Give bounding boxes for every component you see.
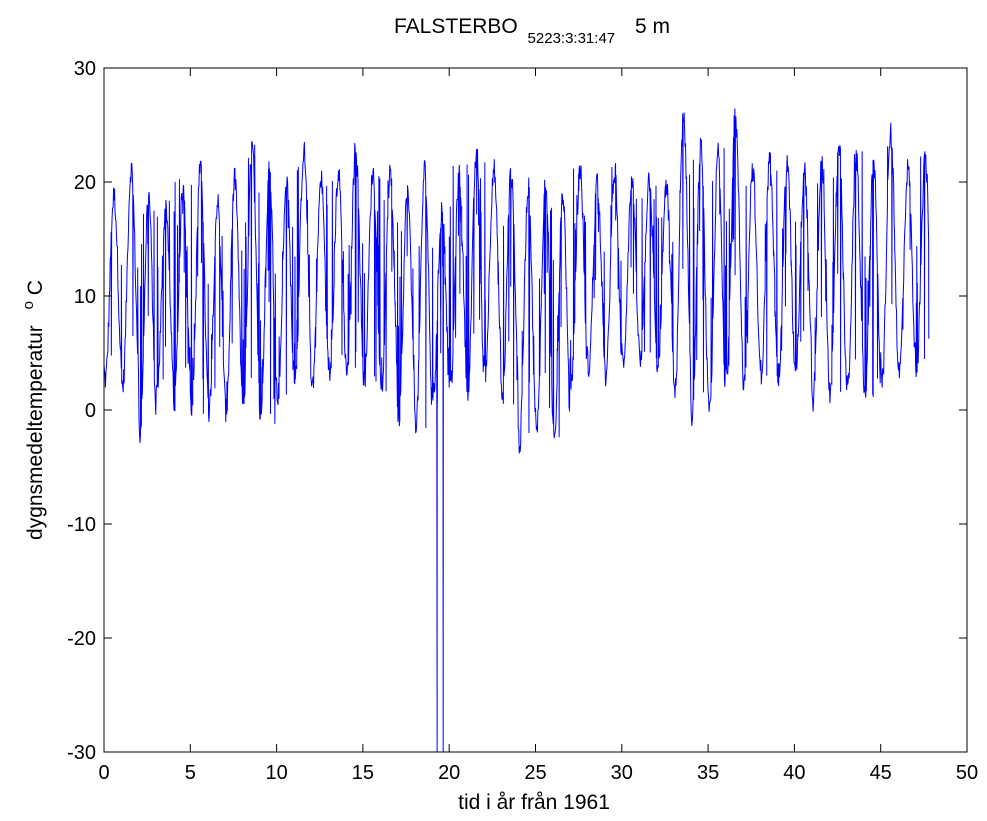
chart-title: FALSTERBO 5223:3:31:47 5 m [394, 15, 670, 48]
x-tick-label: 15 [352, 762, 374, 784]
x-tick-label: 25 [524, 762, 546, 784]
title-depth: 5 m [635, 15, 670, 38]
y-tick-label: -10 [67, 514, 96, 536]
axes-layer: 0 5 10 15 20 25 30 35 40 45 50 -30 -20 -10 0 10 20 30 [67, 58, 978, 784]
y-tick-label: 0 [85, 400, 96, 422]
title-station: FALSTERBO [394, 15, 518, 38]
y-axis-label: dygnsmedeltemperatur o C [15, 280, 47, 540]
x-tick-label: 30 [611, 762, 633, 784]
title-station-id: 5223:3:31:47 [528, 30, 616, 47]
y-tick-label: 30 [74, 58, 96, 80]
y-tick-label: 10 [74, 286, 96, 308]
y-tick-label: -20 [67, 628, 96, 650]
y-axis-label-unit: C [24, 280, 47, 295]
x-tick-label: 50 [956, 762, 978, 784]
x-axis-label: tid i år från 1961 [458, 791, 610, 814]
y-tick-label: 20 [74, 172, 96, 194]
y-axis-label-main: dygnsmedeltemperatur [24, 325, 47, 540]
x-tick-label: 40 [783, 762, 805, 784]
x-tick-label: 45 [870, 762, 892, 784]
y-axis-label-unit-super: o [20, 301, 37, 309]
x-tick-label: 35 [697, 762, 719, 784]
y-tick-label: -30 [67, 742, 96, 764]
x-tick-label: 20 [438, 762, 460, 784]
x-tick-label: 10 [265, 762, 287, 784]
x-tick-label: 5 [185, 762, 196, 784]
x-tick-label: 0 [98, 762, 109, 784]
series-line [103, 108, 930, 753]
series-layer [103, 108, 930, 753]
